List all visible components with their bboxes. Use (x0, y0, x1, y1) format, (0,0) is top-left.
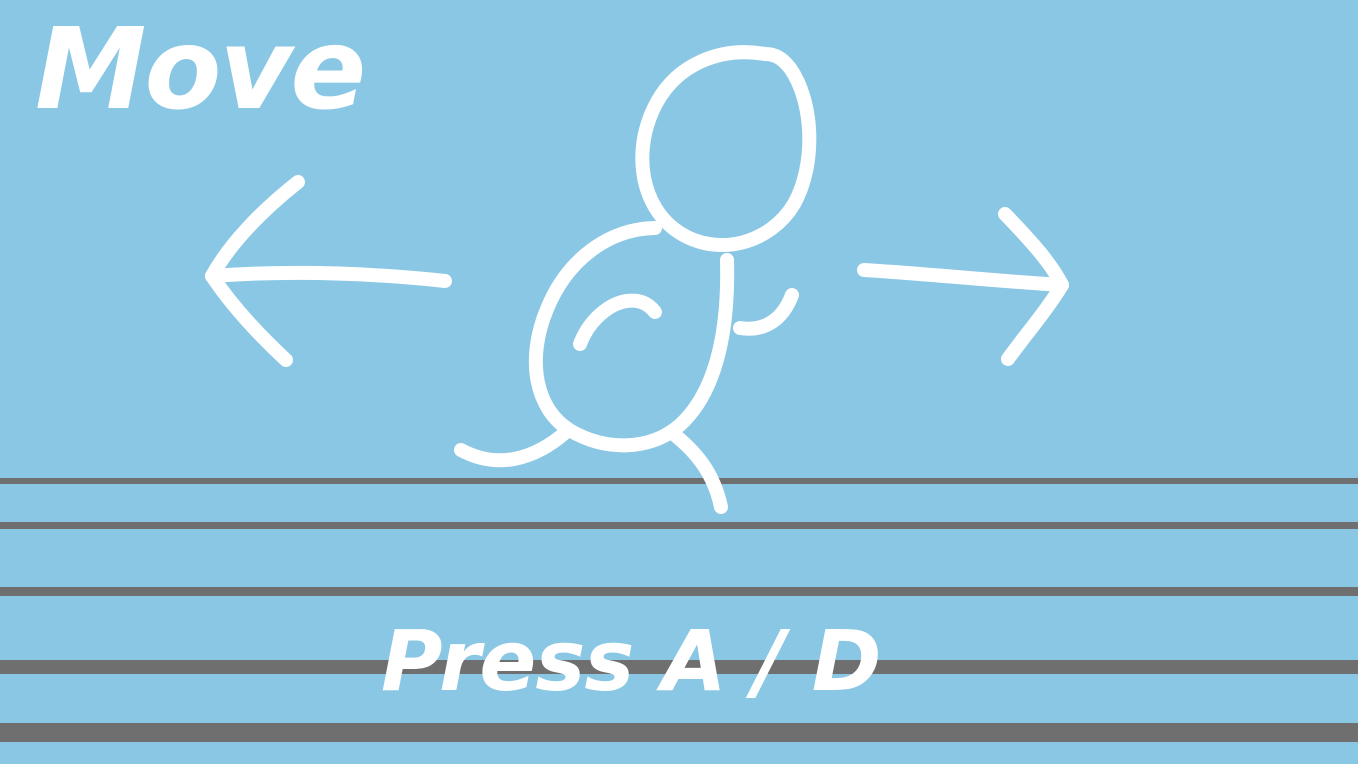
runner-arm (573, 293, 662, 351)
runner-head (635, 45, 817, 252)
tutorial-title: Move (35, 5, 366, 135)
ground-line (0, 660, 1358, 674)
ground-line (0, 587, 1358, 596)
left-arrow-icon (205, 175, 452, 367)
runner-front-leg (664, 425, 728, 514)
right-arrow-icon (857, 207, 1069, 366)
ground-line (0, 723, 1358, 742)
runner-back-leg (454, 425, 573, 468)
runner-back-arm (733, 288, 799, 336)
ground-line (0, 478, 1358, 484)
ground-line (0, 522, 1358, 529)
running-stick-figure-icon (454, 45, 817, 514)
runner-body (528, 221, 735, 453)
instruction-text: Press A / D (381, 612, 882, 710)
